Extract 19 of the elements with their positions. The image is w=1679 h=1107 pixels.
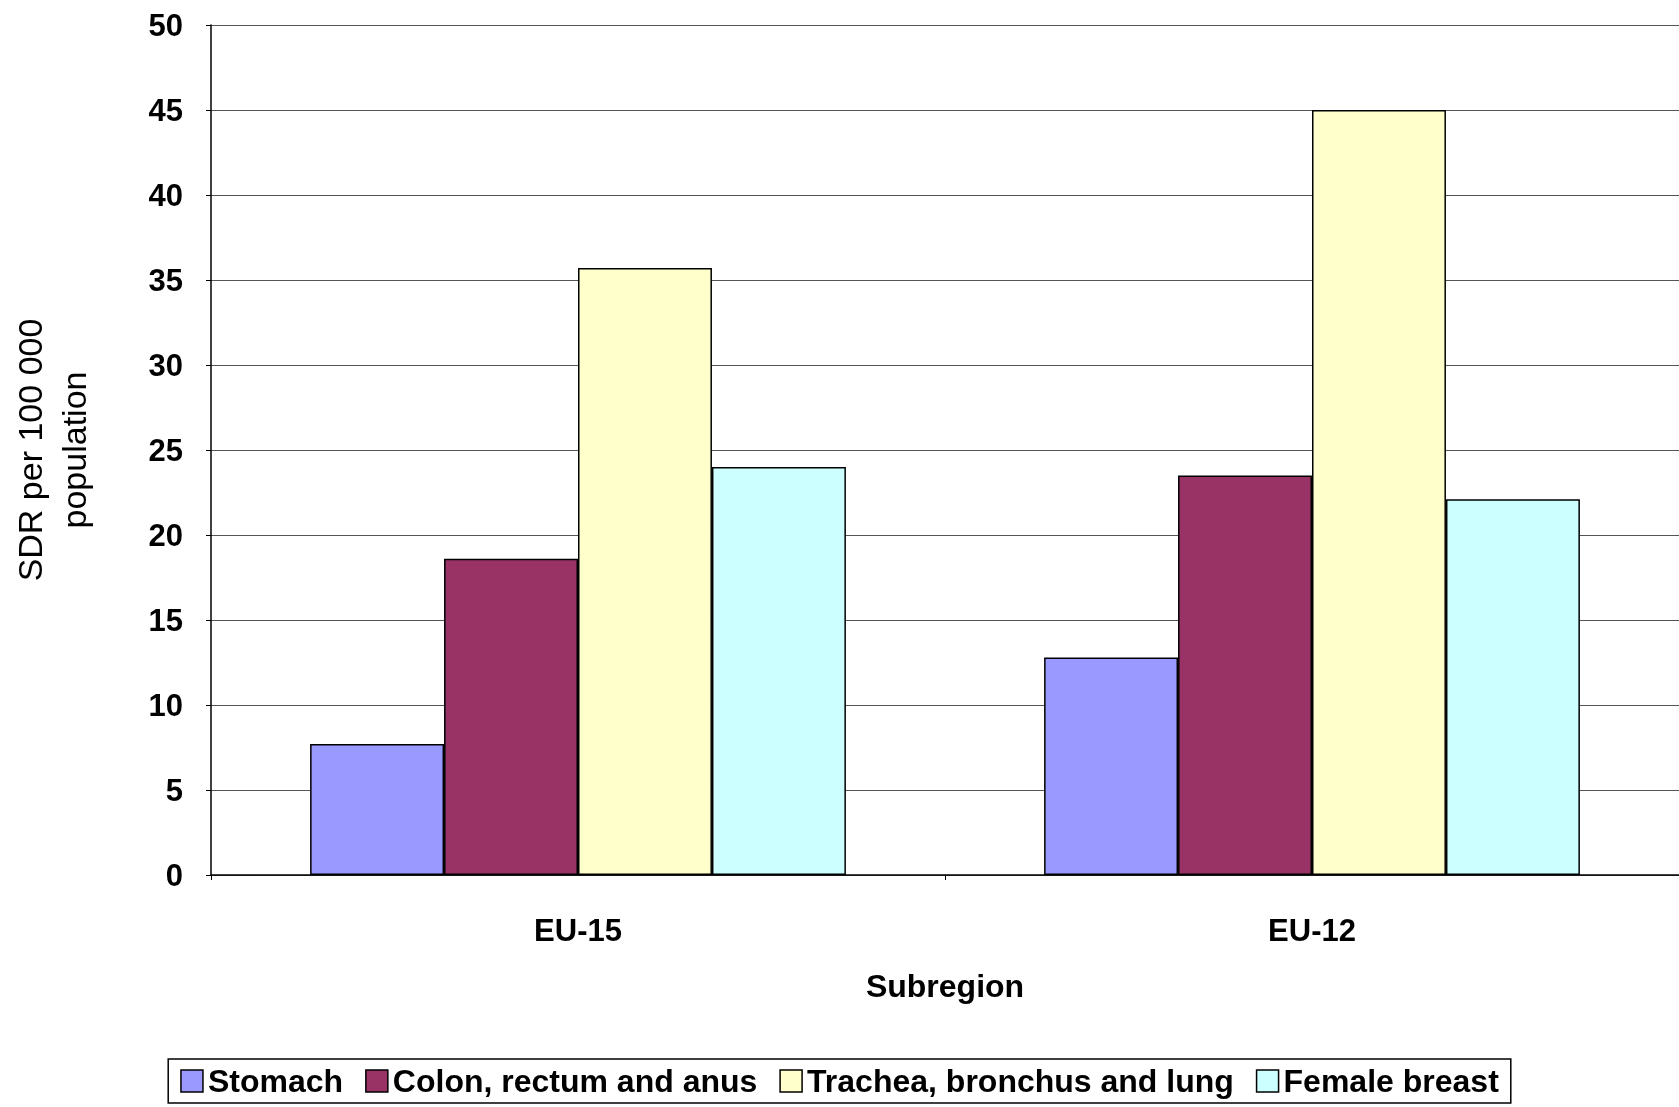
y-axis-title: SDR per 100 000 population: [11, 318, 93, 582]
legend-label: Colon, rectum and anus: [392, 1063, 758, 1099]
y-tick-label: 50: [148, 7, 183, 43]
x-axis-title: Subregion: [865, 968, 1025, 1004]
y-tick-label: 20: [148, 517, 183, 553]
legend-label: Female breast: [1283, 1063, 1500, 1099]
y-tick-label: 35: [148, 262, 183, 298]
legend-label: Stomach: [207, 1063, 344, 1099]
x-tick-label: EU-12: [1268, 913, 1356, 948]
y-tick-label: 0: [165, 857, 183, 893]
y-tick-label: 30: [148, 347, 183, 383]
y-tick-label: 5: [165, 772, 183, 808]
legend-label: Trachea, bronchus and lung: [807, 1063, 1234, 1099]
x-tick-label: EU-15: [534, 913, 622, 948]
y-tick-label: 10: [148, 687, 183, 723]
y-tick-label: 40: [148, 177, 183, 213]
y-tick-label: 45: [148, 92, 183, 128]
y-tick-label: 25: [148, 432, 183, 468]
y-tick-label: 15: [148, 602, 183, 638]
